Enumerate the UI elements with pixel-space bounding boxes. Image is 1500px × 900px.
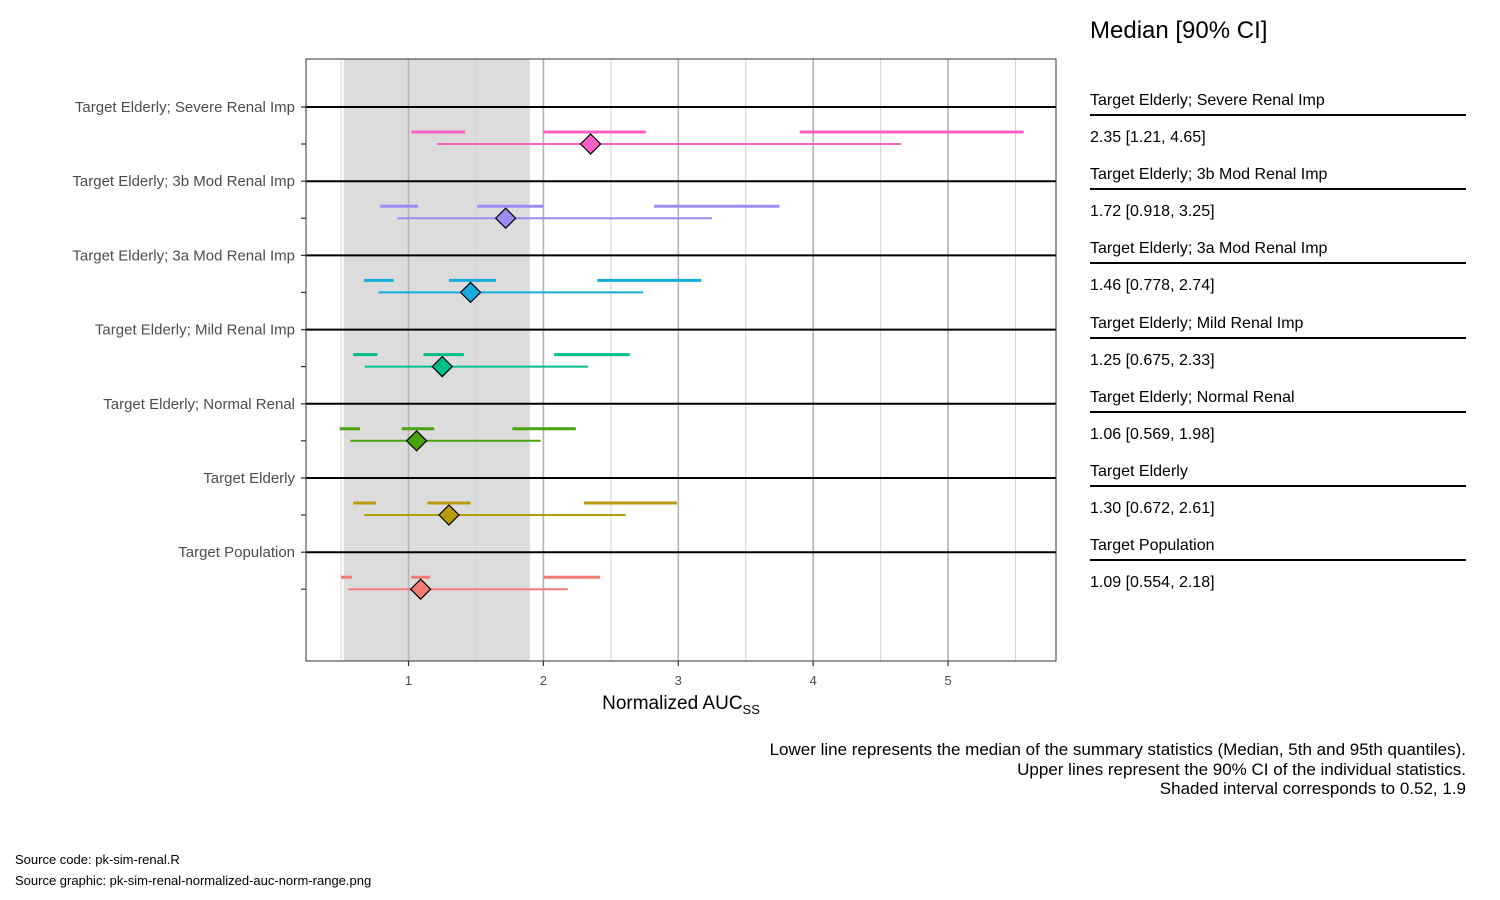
shaded-interval	[343, 59, 530, 661]
median-point	[459, 281, 482, 304]
group-label: Target Elderly; 3a Mod Renal Imp	[72, 247, 295, 264]
table-row-value: 1.30 [0.672, 2.61]	[1090, 500, 1215, 517]
median-point	[494, 207, 517, 230]
table-row-label: Target Elderly; Severe Renal Imp	[1090, 92, 1325, 109]
table-row-separator	[1090, 188, 1466, 191]
group-label: Target Elderly; 3b Mod Renal Imp	[72, 173, 295, 190]
footer-source-code: Source code: pk-sim-renal.R	[15, 852, 180, 867]
table-row-value: 1.46 [0.778, 2.74]	[1090, 277, 1215, 295]
median-point	[438, 504, 460, 526]
table-row-separator	[1090, 336, 1466, 339]
group-label: Target Population	[178, 544, 295, 561]
table-row-value: 1.09 [0.554, 2.18]	[1090, 574, 1215, 592]
median-point	[405, 429, 428, 452]
table-row-separator	[1090, 485, 1466, 487]
median-point	[409, 578, 432, 601]
x-tick-label: 5	[944, 673, 951, 688]
caption: Lower line represents the median of the …	[770, 740, 1466, 799]
table-row-label: Target Elderly; Mild Renal Imp	[1090, 314, 1304, 332]
x-axis-label: Normalized AUCSS	[602, 693, 760, 717]
table-row-label: Target Elderly; 3a Mod Renal Imp	[1090, 240, 1328, 258]
table-row-value: 1.06 [0.569, 1.98]	[1090, 425, 1215, 443]
caption-line-2: Upper lines represent the 90% CI of the …	[1017, 759, 1466, 779]
median-point	[579, 133, 602, 155]
x-tick-label: 3	[675, 673, 682, 688]
table-row-label: Target Elderly; Normal Renal	[1090, 388, 1295, 406]
table-row-value: 1.25 [0.675, 2.33]	[1090, 351, 1215, 369]
table-title: Median [90% CI]	[1090, 17, 1268, 44]
median-point	[431, 355, 454, 378]
group-label: Target Elderly	[203, 470, 295, 487]
table-row-value: 1.72 [0.918, 3.25]	[1090, 203, 1215, 221]
x-tick-label: 2	[540, 673, 547, 688]
group-label: Target Elderly; Mild Renal Imp	[95, 322, 295, 339]
panel-border	[305, 58, 1057, 662]
group-label: Target Elderly; Severe Renal Imp	[75, 99, 295, 116]
table-row-separator	[1090, 262, 1466, 265]
table-row-label: Target Population	[1090, 537, 1215, 555]
caption-line-3: Shaded interval corresponds to 0.52, 1.9	[1159, 779, 1466, 798]
table-row-separator	[1090, 559, 1466, 562]
footer-source-graphic: Source graphic: pk-sim-renal-normalized-…	[15, 873, 372, 888]
x-tick-label: 1	[405, 673, 412, 688]
x-tick-label: 4	[810, 673, 817, 688]
table-row-separator	[1090, 114, 1466, 116]
table-row-label: Target Elderly; 3b Mod Renal Imp	[1090, 166, 1328, 184]
table-row-value: 2.35 [1.21, 4.65]	[1090, 129, 1206, 146]
group-label: Target Elderly; Normal Renal	[103, 396, 295, 413]
table-row-label: Target Elderly	[1090, 463, 1188, 480]
caption-line-1: Lower line represents the median of the …	[769, 740, 1466, 759]
table-row-separator	[1090, 410, 1466, 413]
